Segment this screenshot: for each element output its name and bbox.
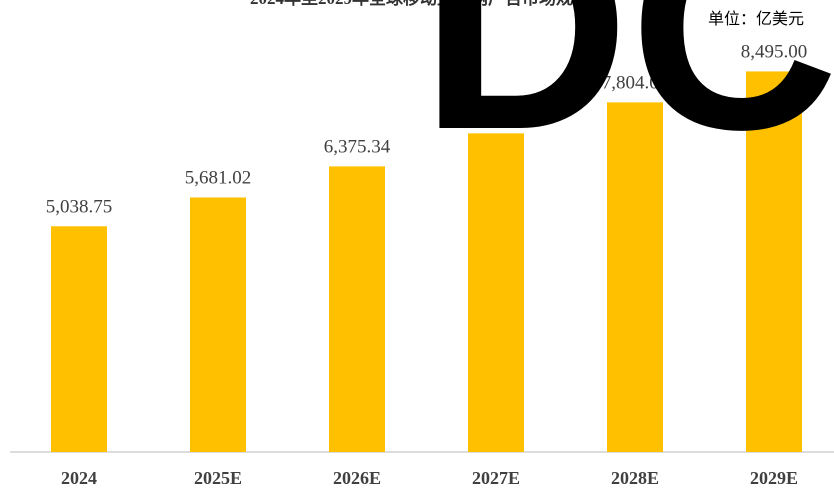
value-label: 7,804.00 <box>602 72 669 93</box>
overlay-text: DC <box>420 0 834 190</box>
value-label: 5,038.75 <box>46 196 113 217</box>
bar <box>468 133 524 453</box>
value-label: 8,495.00 <box>741 41 808 62</box>
x-tick-label: 2027E <box>472 468 520 488</box>
chart-title: 2024年至2029年全球移动互联网广告市场规模 <box>250 0 591 8</box>
unit-label: 单位：亿美元 <box>708 10 804 28</box>
x-tick-label: 2025E <box>194 468 242 488</box>
bar <box>190 197 246 452</box>
bar <box>51 226 107 452</box>
bar <box>607 102 663 452</box>
x-tick-label: 2026E <box>333 468 381 488</box>
x-tick-label: 2029E <box>750 468 798 488</box>
x-tick-label: 2028E <box>611 468 659 488</box>
plot: 5,038.75 2024 5,681.02 2025E 6,375.34 2026E 7,… <box>46 41 808 488</box>
value-label: 5,681.02 <box>185 167 252 188</box>
bar <box>329 166 385 452</box>
x-tick-label: 2024 <box>61 468 97 488</box>
value-label: 6,375.34 <box>324 136 391 157</box>
value-label: 7,113.00 <box>463 103 529 124</box>
bar <box>746 71 802 452</box>
